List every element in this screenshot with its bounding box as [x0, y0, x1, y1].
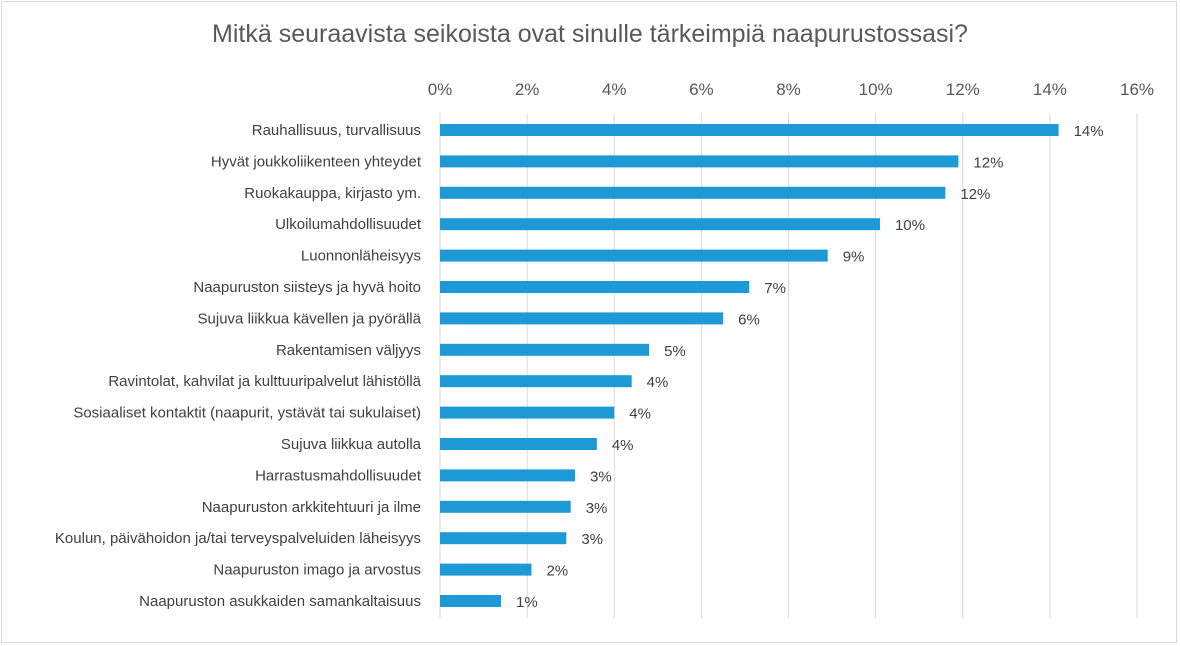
x-tick-label-7: 14% [1033, 80, 1067, 99]
data-label-10: 4% [612, 437, 634, 454]
category-label-6: Sujuva liikkua kävellen ja pyörällä [198, 310, 422, 327]
bar-5 [440, 281, 750, 293]
data-label-15: 1% [516, 594, 538, 611]
category-label-9: Sosiaaliset kontaktit (naapurit, ystävät… [73, 405, 421, 422]
bar-3 [440, 218, 880, 231]
bar-2 [440, 186, 946, 199]
category-label-1: Hyvät joukkoliikenteen yhteydet [211, 153, 422, 170]
data-label-9: 4% [629, 406, 651, 423]
bar-15 [440, 595, 501, 607]
x-tick-label-4: 8% [776, 80, 801, 99]
category-label-13: Koulun, päivähoidon ja/tai terveyspalvel… [55, 530, 421, 547]
bar-13 [440, 532, 567, 545]
bar-11 [440, 469, 576, 482]
category-label-0: Rauhallisuus, turvallisuus [252, 122, 421, 139]
bars [440, 124, 1059, 607]
data-label-5: 7% [764, 280, 786, 297]
category-label-4: Luonnonläheisyys [301, 248, 421, 265]
bar-12 [440, 500, 571, 513]
category-label-15: Naapuruston asukkaiden samankaltaisuus [139, 593, 421, 610]
chart-title: Mitkä seuraavista seikoista ovat sinulle… [212, 20, 968, 48]
bar-7 [440, 343, 650, 356]
bar-4 [440, 249, 828, 262]
bar-6 [440, 312, 724, 325]
x-tick-label-2: 4% [602, 80, 627, 99]
category-labels: Rauhallisuus, turvallisuus Hyvät joukkoli… [55, 122, 422, 610]
bar-9 [440, 406, 615, 419]
x-tick-label-3: 6% [689, 80, 714, 99]
data-label-6: 6% [738, 311, 760, 328]
data-label-7: 5% [664, 343, 686, 360]
data-label-12: 3% [586, 500, 608, 517]
data-labels: 14%12%12%10%9%7%6%5%4%4%4%3%3%3%2%1% [516, 123, 1104, 611]
x-axis-ticks: 0% 2% 4% 6% 8% 10% 12% 14% 16% [428, 80, 1154, 99]
x-tick-label-6: 12% [946, 80, 980, 99]
category-label-14: Naapuruston imago ja arvostus [213, 562, 421, 579]
x-tick-label-1: 2% [515, 80, 540, 99]
data-label-1: 12% [973, 154, 1003, 171]
category-label-7: Rakentamisen väljyys [276, 342, 421, 359]
category-label-2: Ruokakauppa, kirjasto ym. [244, 185, 421, 202]
bar-0 [440, 124, 1059, 136]
category-label-11: Harrastusmahdollisuudet [255, 467, 422, 484]
bar-8 [440, 375, 632, 388]
category-label-8: Ravintolat, kahvilat ja kulttuuripalvelu… [108, 373, 421, 390]
data-label-3: 10% [895, 217, 925, 234]
data-label-8: 4% [647, 374, 669, 391]
bar-1 [440, 155, 959, 168]
x-tick-label-0: 0% [428, 80, 453, 99]
x-tick-label-8: 16% [1120, 80, 1154, 99]
data-label-13: 3% [581, 531, 603, 548]
data-label-2: 12% [960, 186, 990, 203]
category-label-12: Naapuruston arkkitehtuuri ja ilme [202, 499, 421, 516]
data-label-0: 14% [1074, 123, 1104, 140]
bar-14 [440, 563, 532, 576]
x-tick-label-5: 10% [859, 80, 893, 99]
data-label-4: 9% [843, 249, 865, 266]
category-label-10: Sujuva liikkua autolla [281, 436, 422, 453]
bar-10 [440, 438, 597, 450]
category-label-3: Ulkoilumahdollisuudet [275, 216, 422, 233]
category-label-5: Naapuruston siisteys ja hyvä hoito [193, 279, 421, 296]
data-label-11: 3% [590, 468, 612, 485]
data-label-14: 2% [546, 563, 568, 580]
